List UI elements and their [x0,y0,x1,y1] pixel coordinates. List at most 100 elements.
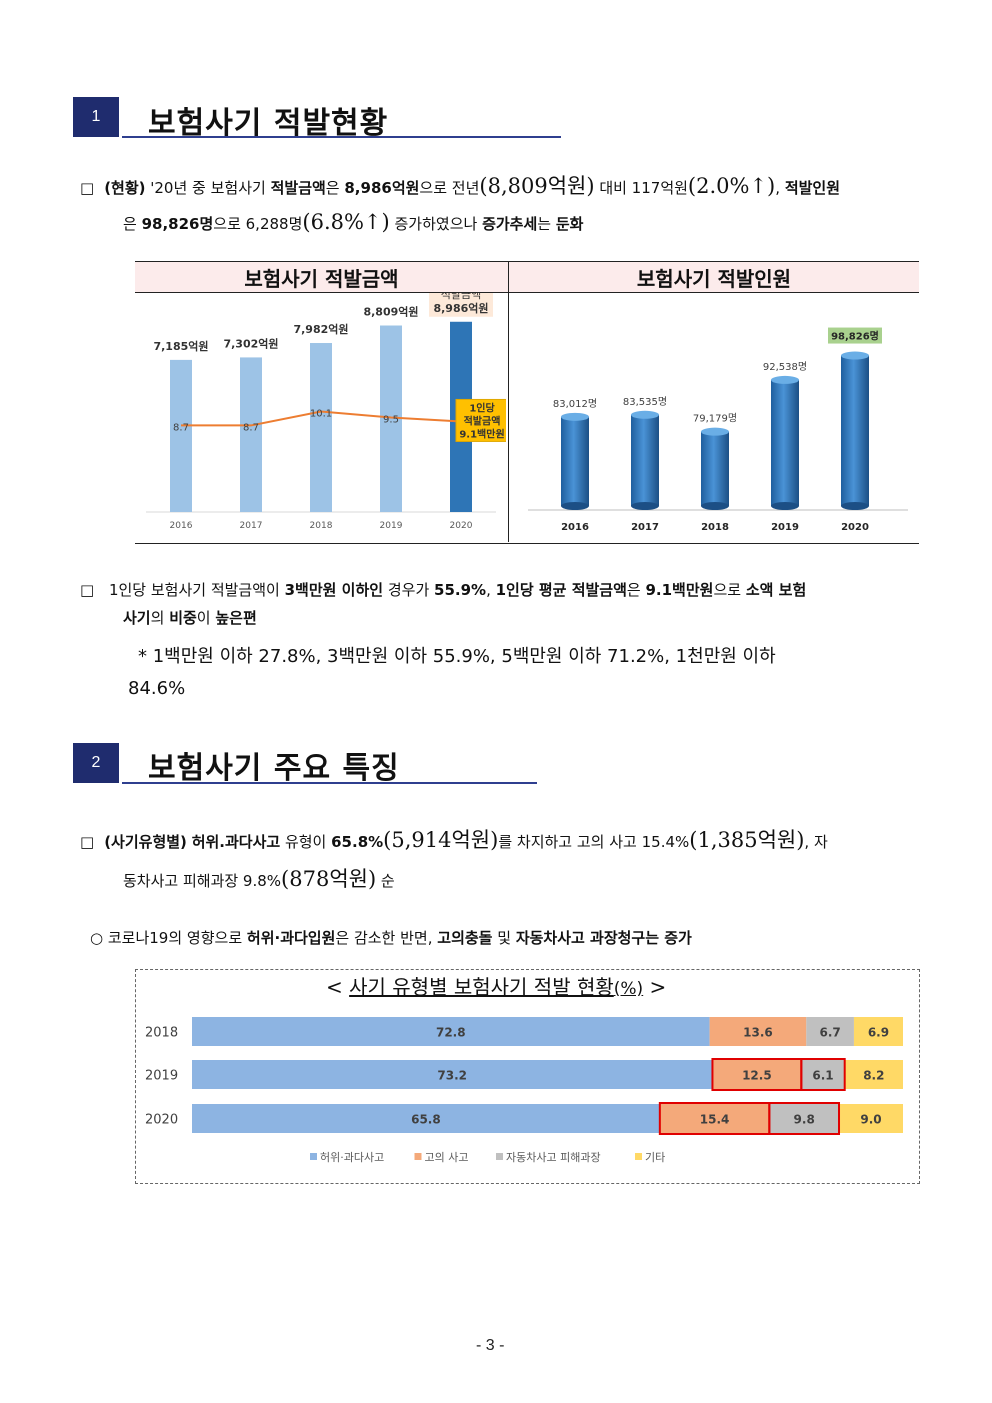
text: 순 [376,872,395,890]
stack-segment [801,1060,845,1089]
segment-value-label: 73.2 [437,1069,467,1083]
segment-value-label: 12.5 [742,1069,772,1083]
chart-header-amount: 보험사기 적발금액 [135,262,508,293]
stack-segment [709,1017,807,1046]
page-number: - 3 - [476,1337,505,1354]
paragraph-current-status-line2: 은 98,826명으로 6,288명(6.8%↑) 증가하였으나 증가추세는 둔… [123,204,583,242]
amount-bar-chart: 2016 7,185억원 2017 7,302억원 2018 7,982억원 2019 8,8… [146,293,506,531]
x-tick-label: 2016 [561,522,589,533]
people-bar [631,414,659,506]
text-bold: 허위.과다사고 [191,833,281,851]
paragraph-covid-effect: ○ 코로나19의 영향으로 허위·과다입원은 감소한 반면, 고의충돌 및 자동… [90,920,692,956]
checkbox-bullet: □ [80,581,95,599]
line-value-label: 8.7 [173,422,189,433]
paragraph-fraud-type: □ (사기유형별) 허위.과다사고 유형이 65.8%(5,914억원)를 차지하… [80,822,828,860]
stack-segment [844,1060,903,1089]
text-bold: 65.8% [331,833,384,851]
value-label-highlight [828,327,882,344]
paragraph-label: (현황) [104,179,146,197]
value-label-prefix: 적발금액 [441,293,481,301]
text-bold: 고의충돌 [437,929,493,947]
section-number-badge: 2 [73,743,119,783]
stack-segment [192,1104,660,1133]
segment-value-label: 6.7 [819,1026,840,1040]
people-bar-top [701,427,729,436]
text-large: (8,809억원) [479,174,595,198]
text-bold: 증가추세 [482,215,538,233]
segment-value-label: 13.6 [743,1026,773,1040]
stack-segment [769,1104,840,1133]
section-underline [122,782,537,784]
text-bold: 비중 [169,609,197,627]
stack-segment [712,1060,802,1089]
people-bar-chart: 2016 83,012명 2017 83,535명 2018 79,179명 2019 92,… [528,327,908,533]
stacked-chart-title: < 사기 유형별 보험사기 적발 현황(%) > [326,971,666,1000]
x-tick-label: 2018 [701,522,729,533]
charts-table [135,261,919,544]
text: 의 [150,609,170,627]
text: 동차사고 피해과장 9.8% [123,872,282,890]
stack-segment [192,1017,710,1046]
bar-value-label: 8,986억원 [433,301,488,315]
legend-label: 허위·과다사고 [320,1151,384,1164]
amount-bar [310,343,332,512]
text-bold: 1인당 평균 적발금액 [495,581,627,599]
checkbox-bullet: □ [80,179,95,197]
value-label-bg [429,293,493,317]
section-title: 보험사기 주요 특징 [148,751,400,786]
callout-text: 적발금액 [464,414,501,427]
line-value-label: 9.5 [383,414,399,425]
people-bar [771,379,799,506]
text: 으로 전년 [419,179,480,197]
title-unit: (%) [613,979,644,999]
title-text: 사기 유형별 보험사기 적발 현황 [349,975,614,999]
text-bold: 55.9% [434,581,487,599]
text-bold: 98,826명 [141,215,214,233]
bar-value-label: 8,809억원 [363,305,418,319]
text-bold: 자동차사고 과장청구는 증가 [515,929,692,947]
highlight-box [800,1058,846,1091]
x-tick-label: 2016 [170,521,193,531]
text: 은 감소한 반면, [335,929,438,947]
text-bold: 적발금액 [270,179,326,197]
section-number-badge: 1 [73,97,119,137]
line-value-label: 10.1 [310,409,332,420]
callout-text: 9.1백만원 [459,427,504,440]
stacked-bar-chart: 2018 72.8 13.6 6.7 6.9 2019 73.2 12.5 6.1 8.2 2020… [145,1017,903,1164]
text: 으로 [713,581,746,599]
people-bar-top [841,351,869,360]
x-tick-label: 2020 [841,522,869,533]
chart-header-people: 보험사기 적발인원 [509,262,919,293]
text: 이 [196,609,216,627]
line-value-label: 8.7 [243,422,259,433]
people-bar-base [631,502,659,510]
text-bold: 3백만원 이하인 [284,581,384,599]
people-bar-base [561,502,589,510]
people-bar-base [841,502,869,510]
title-bracket: > [643,975,667,999]
checkbox-bullet: □ [80,833,95,851]
text-bold: 둔화 [555,215,584,233]
text: 은 [626,581,646,599]
segment-value-label: 6.9 [868,1026,889,1040]
text: 대비 117억원 [594,179,688,197]
segment-value-label: 15.4 [700,1113,730,1127]
stack-segment [659,1104,770,1133]
text-large: (5,914억원) [383,828,499,852]
people-bar-top [631,410,659,419]
text-large: (2.0%↑) [687,174,776,198]
title-bracket: < [326,975,350,999]
stack-segment [853,1017,903,1046]
segment-value-label: 9.8 [794,1113,815,1127]
highlight-box [768,1102,841,1135]
segment-value-label: 8.2 [863,1069,884,1083]
paragraph-fraud-type-line2: 동차사고 피해과장 9.8%(878억원) 순 [123,861,395,899]
text-bold: 소액 보험 [745,581,807,599]
text: 를 차지하고 고의 사고 15.4% [498,833,690,851]
people-bar-top [561,412,589,421]
footnote-line1: * 1백만원 이하 27.8%, 3백만원 이하 55.9%, 5백만원 이하 … [138,646,776,667]
paragraph-current-status: □ (현황) '20년 중 보험사기 적발금액은 8,986억원으로 전년(8,8… [80,168,840,206]
legend-label: 자동차사고 피해과장 [506,1150,601,1164]
row-label: 2018 [145,1026,178,1041]
x-tick-label: 2018 [310,521,333,531]
